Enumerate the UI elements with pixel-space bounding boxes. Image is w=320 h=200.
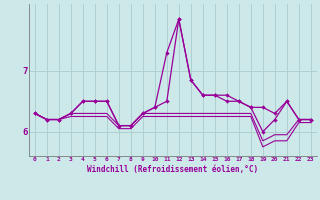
X-axis label: Windchill (Refroidissement éolien,°C): Windchill (Refroidissement éolien,°C) xyxy=(87,165,258,174)
